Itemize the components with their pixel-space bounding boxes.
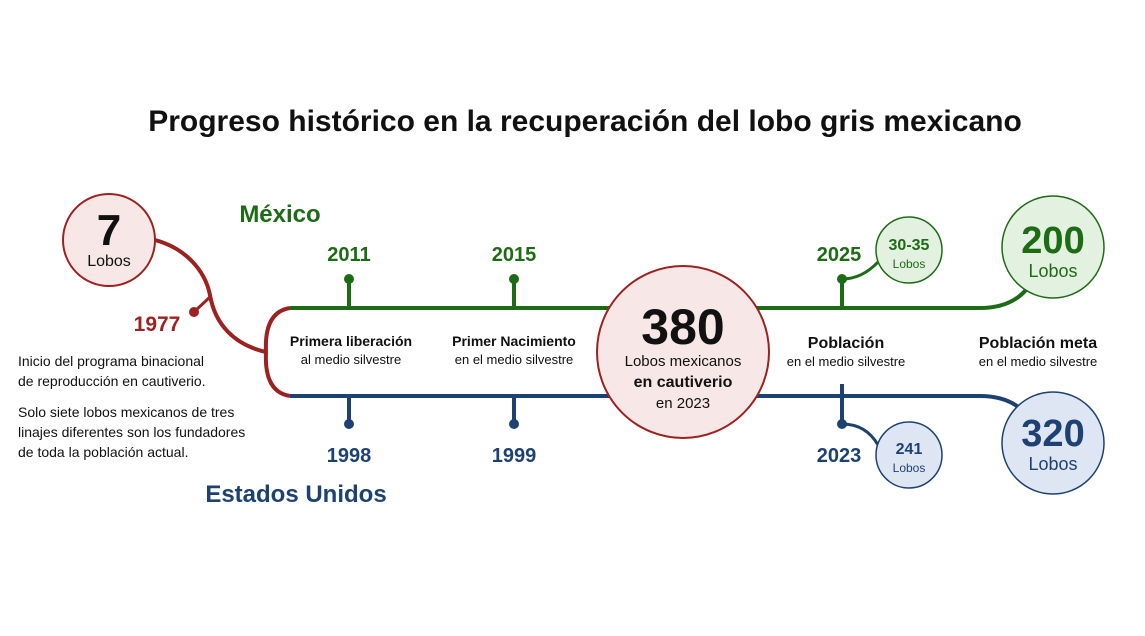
captivity-count: 380 (641, 299, 724, 355)
milestone-first-release-sub: al medio silvestre (301, 352, 401, 367)
origin-connector (154, 238, 267, 354)
origin-desc-line-5: de toda la población actual. (18, 444, 188, 460)
origin-desc-line-2: de reproducción en cautiverio. (18, 373, 206, 389)
origin-count: 7 (97, 206, 121, 255)
milestone-population-title: Población (808, 335, 884, 352)
usa-year-1999: 1999 (492, 445, 537, 467)
captivity-line-3: en 2023 (656, 395, 710, 412)
usa-label: Estados Unidos (205, 481, 386, 508)
mexico-year-2025: 2025 (817, 244, 862, 266)
mexico-label: México (239, 201, 320, 228)
origin-desc-line-3: Solo siete lobos mexicanos de tres (18, 404, 234, 420)
mexico-dot-2015 (509, 274, 519, 284)
mexico-bubble-connector (841, 260, 880, 281)
milestone-population-sub: en el medio silvestre (787, 354, 906, 369)
milestone-first-release-title: Primera liberación (290, 333, 412, 349)
captivity-bubble (596, 265, 770, 439)
origin-bubble (62, 193, 156, 287)
captivity-line-2: en cautiverio (634, 374, 733, 391)
usa-year-1998: 1998 (327, 445, 372, 467)
mexico-population-bubble (875, 216, 943, 284)
mexico-goal-count: 200 (1021, 220, 1084, 262)
usa-population-unit: Lobos (893, 461, 926, 475)
mexico-goal-unit: Lobos (1028, 261, 1077, 281)
origin-branch-bracket (263, 306, 291, 398)
mexico-dot-2011 (344, 274, 354, 284)
mexico-year-2011: 2011 (327, 244, 370, 266)
mexico-population-unit: Lobos (893, 257, 926, 271)
usa-goal-bubble (1001, 391, 1105, 495)
origin-year-dot (189, 307, 199, 317)
milestone-goal-title: Población meta (979, 335, 1097, 352)
mexico-population-count: 30-35 (889, 237, 930, 254)
origin-year: 1977 (134, 313, 181, 336)
usa-goal-unit: Lobos (1028, 454, 1077, 474)
usa-year-2023: 2023 (817, 445, 862, 467)
captivity-line-1: Lobos mexicanos (625, 353, 742, 370)
milestone-first-birth-sub: en el medio silvestre (455, 352, 574, 367)
usa-bubble-connector (841, 422, 880, 446)
origin-desc-line-4: linajes diferentes son los fundadores (18, 424, 245, 440)
mexico-track-line (290, 288, 1028, 310)
usa-population-bubble (875, 421, 943, 489)
mexico-goal-bubble (1001, 195, 1105, 299)
mexico-year-2015: 2015 (492, 244, 537, 266)
milestone-goal-sub: en el medio silvestre (979, 354, 1098, 369)
page-title: Progreso histórico en la recuperación de… (148, 105, 1022, 138)
usa-dot-1999 (509, 419, 519, 429)
usa-dot-1998 (344, 419, 354, 429)
origin-desc-line-1: Inicio del programa binacional (18, 353, 204, 369)
usa-goal-count: 320 (1021, 413, 1084, 455)
milestone-first-birth-title: Primer Nacimiento (452, 333, 576, 349)
origin-unit: Lobos (87, 253, 131, 270)
usa-population-count: 241 (896, 441, 923, 458)
